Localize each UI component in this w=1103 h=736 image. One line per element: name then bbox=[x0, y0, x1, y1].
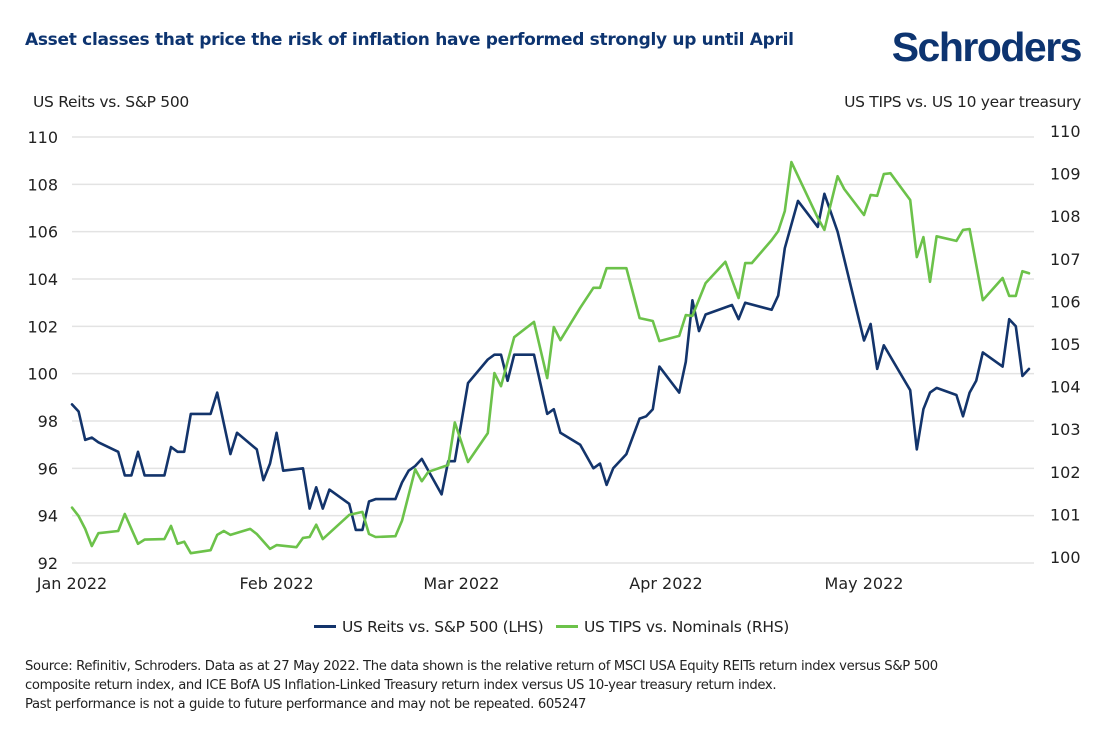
right-y-tick-label: 104 bbox=[1050, 378, 1081, 397]
right-y-tick-label: 105 bbox=[1050, 335, 1081, 354]
legend-item-tips: US TIPS vs. Nominals (RHS) bbox=[555, 617, 790, 636]
left-y-tick-label: 110 bbox=[27, 128, 58, 147]
source-footnote: Source: Refinitiv, Schroders. Data as at… bbox=[25, 657, 1085, 714]
x-tick-label: Jan 2022 bbox=[36, 574, 107, 593]
right-y-tick-label: 106 bbox=[1050, 292, 1081, 311]
left-y-tick-label: 92 bbox=[38, 554, 58, 573]
left-axis-ticks: 92 94 96 98 100 102 104 106 108 110 bbox=[27, 128, 58, 573]
footnote-line: Source: Refinitiv, Schroders. Data as at… bbox=[25, 659, 938, 674]
left-y-tick-label: 98 bbox=[38, 412, 58, 431]
right-y-tick-label: 110 bbox=[1050, 122, 1081, 141]
left-y-tick-label: 104 bbox=[27, 270, 58, 289]
x-tick-label: Apr 2022 bbox=[629, 574, 702, 593]
left-y-tick-label: 96 bbox=[38, 459, 58, 478]
chart-title: Asset classes that price the risk of inf… bbox=[25, 30, 794, 50]
footnote-line: Past performance is not a guide to futur… bbox=[25, 697, 587, 712]
right-y-tick-label: 100 bbox=[1050, 548, 1081, 567]
right-y-tick-label: 107 bbox=[1050, 250, 1081, 269]
left-y-tick-label: 100 bbox=[27, 365, 58, 384]
reits-line bbox=[70, 192, 1031, 532]
gridlines bbox=[72, 136, 1034, 564]
right-axis-ticks: 100 101 102 103 104 105 106 107 108 109 110 bbox=[1050, 122, 1081, 567]
x-tick-label: May 2022 bbox=[825, 574, 904, 593]
schroders-logo: Schroders bbox=[891, 24, 1083, 70]
left-y-tick-label: 94 bbox=[38, 507, 58, 526]
right-y-tick-label: 109 bbox=[1050, 165, 1081, 184]
x-tick-label: Feb 2022 bbox=[240, 574, 314, 593]
right-y-tick-label: 101 bbox=[1050, 505, 1081, 524]
left-y-tick-label: 106 bbox=[27, 223, 58, 242]
right-y-tick-label: 108 bbox=[1050, 207, 1081, 226]
right-y-tick-label: 103 bbox=[1050, 420, 1081, 439]
tips-line bbox=[70, 160, 1031, 555]
right-axis-title: US TIPS vs. US 10 year treasury bbox=[844, 93, 1081, 111]
series-tips bbox=[70, 160, 1031, 555]
x-tick-label: Mar 2022 bbox=[423, 574, 499, 593]
legend-swatch-reits bbox=[313, 625, 336, 628]
left-y-tick-label: 108 bbox=[27, 175, 58, 194]
legend: US Reits vs. S&P 500 (LHS) US TIPS vs. N… bbox=[0, 614, 1103, 636]
legend-label-reits: US Reits vs. S&P 500 (LHS) bbox=[341, 617, 544, 636]
series-reits bbox=[70, 192, 1031, 532]
right-y-tick-label: 102 bbox=[1050, 463, 1081, 482]
left-axis-title: US Reits vs. S&P 500 bbox=[33, 93, 189, 111]
legend-label-tips: US TIPS vs. Nominals (RHS) bbox=[583, 617, 790, 636]
series-lines bbox=[70, 160, 1031, 555]
legend-swatch-tips bbox=[555, 625, 578, 628]
x-axis-ticks: Jan 2022 Feb 2022 Mar 2022 Apr 2022 May 2022 bbox=[36, 574, 904, 593]
left-y-tick-label: 102 bbox=[27, 317, 58, 336]
footnote-line: composite return index, and ICE BofA US … bbox=[25, 678, 777, 693]
legend-item-reits: US Reits vs. S&P 500 (LHS) bbox=[313, 617, 544, 636]
